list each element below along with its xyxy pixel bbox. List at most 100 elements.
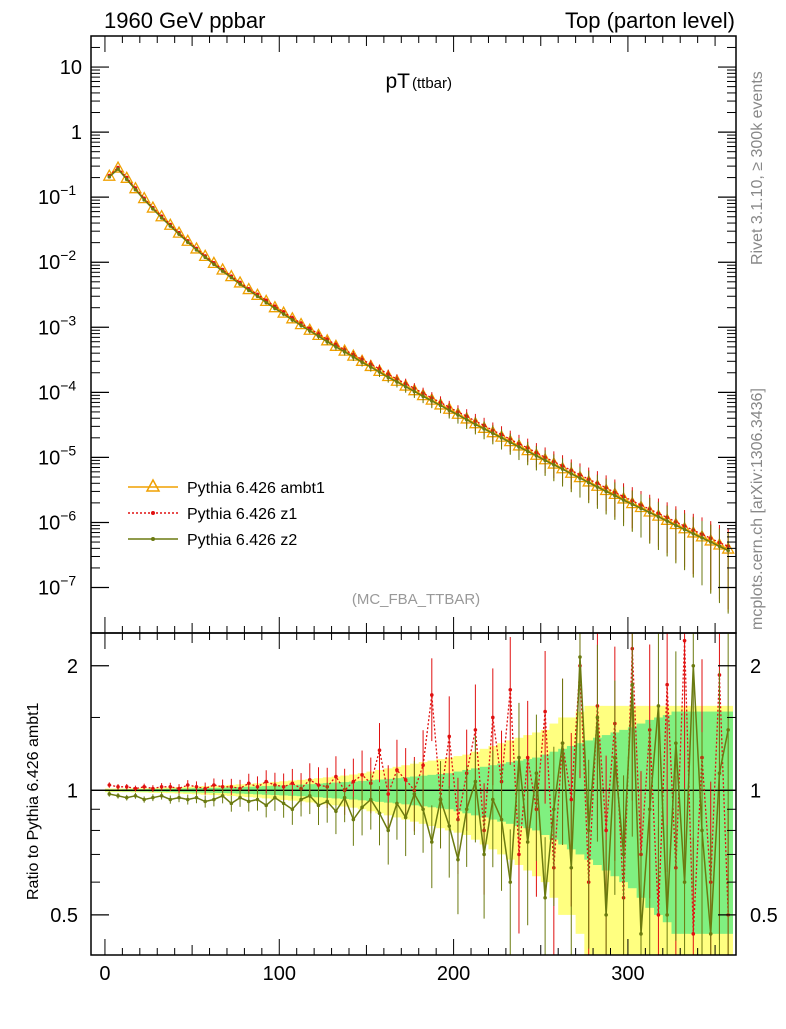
ratio-point bbox=[325, 799, 330, 804]
data-point-z2 bbox=[273, 306, 277, 311]
data-point-z2 bbox=[578, 476, 582, 480]
ratio-point bbox=[238, 786, 242, 791]
header-right-title: Top (parton level) bbox=[565, 8, 735, 33]
data-point-z2 bbox=[674, 523, 678, 528]
ratio-point bbox=[203, 799, 207, 804]
ratio-ytick-label: 2 bbox=[67, 656, 78, 678]
ratio-point bbox=[656, 913, 661, 917]
data-point-z2 bbox=[525, 449, 530, 454]
ratio-panel: 2 2 1 1 0.5 0.5 Ratio to Pythia 6.426 ambt1 bbox=[25, 632, 778, 956]
ratio-point bbox=[586, 828, 591, 833]
ratio-ytick-label: 0.5 bbox=[50, 905, 78, 927]
ratio-point bbox=[255, 784, 260, 789]
data-point-z2 bbox=[508, 440, 513, 445]
main-ytick-label: 1 bbox=[71, 122, 82, 144]
ratio-point bbox=[447, 824, 452, 828]
ratio-point bbox=[403, 815, 408, 820]
ratio-point bbox=[604, 913, 608, 917]
ratio-point bbox=[177, 795, 181, 800]
data-point-z2 bbox=[726, 548, 730, 553]
main-ytick-label: 10−5 bbox=[38, 442, 76, 469]
data-point-z2 bbox=[377, 370, 382, 374]
data-point-z2 bbox=[499, 436, 504, 440]
data-point-z2 bbox=[639, 506, 643, 511]
data-point-z2 bbox=[151, 207, 155, 211]
ratio-point bbox=[290, 781, 295, 786]
ratio-point bbox=[403, 778, 408, 782]
data-point-z2 bbox=[220, 269, 225, 273]
legend-label-z2: Pythia 6.426 z2 bbox=[187, 532, 297, 549]
ratio-point bbox=[421, 807, 425, 812]
ratio-point bbox=[246, 799, 251, 804]
ratio-point bbox=[604, 828, 608, 833]
main-panel: 10 1 10−1 10−2 10−3 10−4 10−5 10−6 10−7 pT (ttba… bbox=[38, 35, 737, 634]
ratio-point bbox=[508, 880, 513, 884]
ratio-point bbox=[351, 779, 356, 784]
header-left-title: 1960 GeV ppbar bbox=[104, 8, 265, 33]
ratio-point bbox=[473, 728, 478, 732]
ratio-point bbox=[508, 687, 513, 692]
data-point-z2 bbox=[177, 232, 181, 236]
data-point-z2 bbox=[351, 355, 356, 359]
ratio-point bbox=[534, 771, 539, 776]
ratio-point bbox=[212, 783, 216, 787]
rivet-label: Rivet 3.1.10, ≥ 300k events bbox=[749, 71, 766, 265]
data-point-z2 bbox=[116, 167, 120, 171]
data-point-z2 bbox=[212, 262, 216, 267]
data-point-z2 bbox=[107, 175, 112, 179]
ratio-point bbox=[159, 794, 164, 798]
ratio-point bbox=[412, 792, 417, 796]
data-point-z2 bbox=[264, 300, 268, 305]
data-point-z2 bbox=[560, 467, 565, 471]
ratio-ytick-label-right: 1 bbox=[750, 780, 761, 802]
ratio-point bbox=[517, 755, 521, 760]
data-point-z2 bbox=[316, 334, 321, 338]
data-point-z2 bbox=[386, 375, 391, 380]
ratio-point bbox=[482, 852, 486, 857]
ratio-point bbox=[124, 784, 129, 789]
data-point-z2 bbox=[569, 471, 574, 476]
ratio-point bbox=[552, 807, 556, 812]
ratio-point bbox=[194, 795, 199, 800]
data-point-z2 bbox=[491, 431, 495, 436]
data-point-z2 bbox=[412, 389, 417, 394]
data-point-z2 bbox=[124, 177, 129, 182]
data-point-z2 bbox=[682, 527, 687, 532]
main-ytick-label: 10−3 bbox=[38, 312, 76, 339]
data-point-z2 bbox=[473, 422, 478, 427]
ratio-point bbox=[438, 797, 443, 802]
ratio-point bbox=[543, 895, 547, 900]
main-ytick-label: 10−2 bbox=[38, 247, 76, 274]
ratio-ytick-label: 1 bbox=[67, 780, 78, 802]
ratio-point bbox=[569, 797, 574, 802]
ratio-point bbox=[464, 807, 469, 812]
data-point-z2 bbox=[517, 445, 521, 449]
main-ytick-label: 10−7 bbox=[38, 573, 76, 600]
data-point-z2 bbox=[717, 544, 722, 549]
ratio-point bbox=[708, 932, 713, 936]
data-point-z2 bbox=[708, 540, 713, 544]
ratio-point bbox=[194, 784, 199, 789]
ratio-point bbox=[639, 932, 643, 936]
data-point-z2 bbox=[159, 216, 164, 220]
ratio-point bbox=[107, 783, 112, 787]
plot-title-suffix: (ttbar) bbox=[412, 75, 452, 92]
ratio-point bbox=[177, 786, 181, 791]
ratio-point bbox=[168, 784, 173, 789]
ratio-point bbox=[525, 840, 530, 844]
data-point-z2 bbox=[621, 498, 626, 502]
ratio-point bbox=[726, 728, 730, 732]
ratio-point bbox=[116, 794, 120, 798]
ratio-ytick-label-right: 2 bbox=[750, 656, 761, 678]
ratio-point bbox=[316, 803, 321, 808]
data-point-z2 bbox=[395, 380, 399, 384]
ratio-point bbox=[142, 797, 146, 802]
data-point-z2 bbox=[307, 329, 312, 333]
data-point-z2 bbox=[185, 240, 190, 245]
data-point-z2 bbox=[430, 399, 434, 403]
data-point-z2 bbox=[255, 294, 260, 299]
ratio-point bbox=[377, 748, 382, 753]
ratio-point bbox=[281, 801, 286, 806]
ratio-point bbox=[307, 794, 312, 798]
